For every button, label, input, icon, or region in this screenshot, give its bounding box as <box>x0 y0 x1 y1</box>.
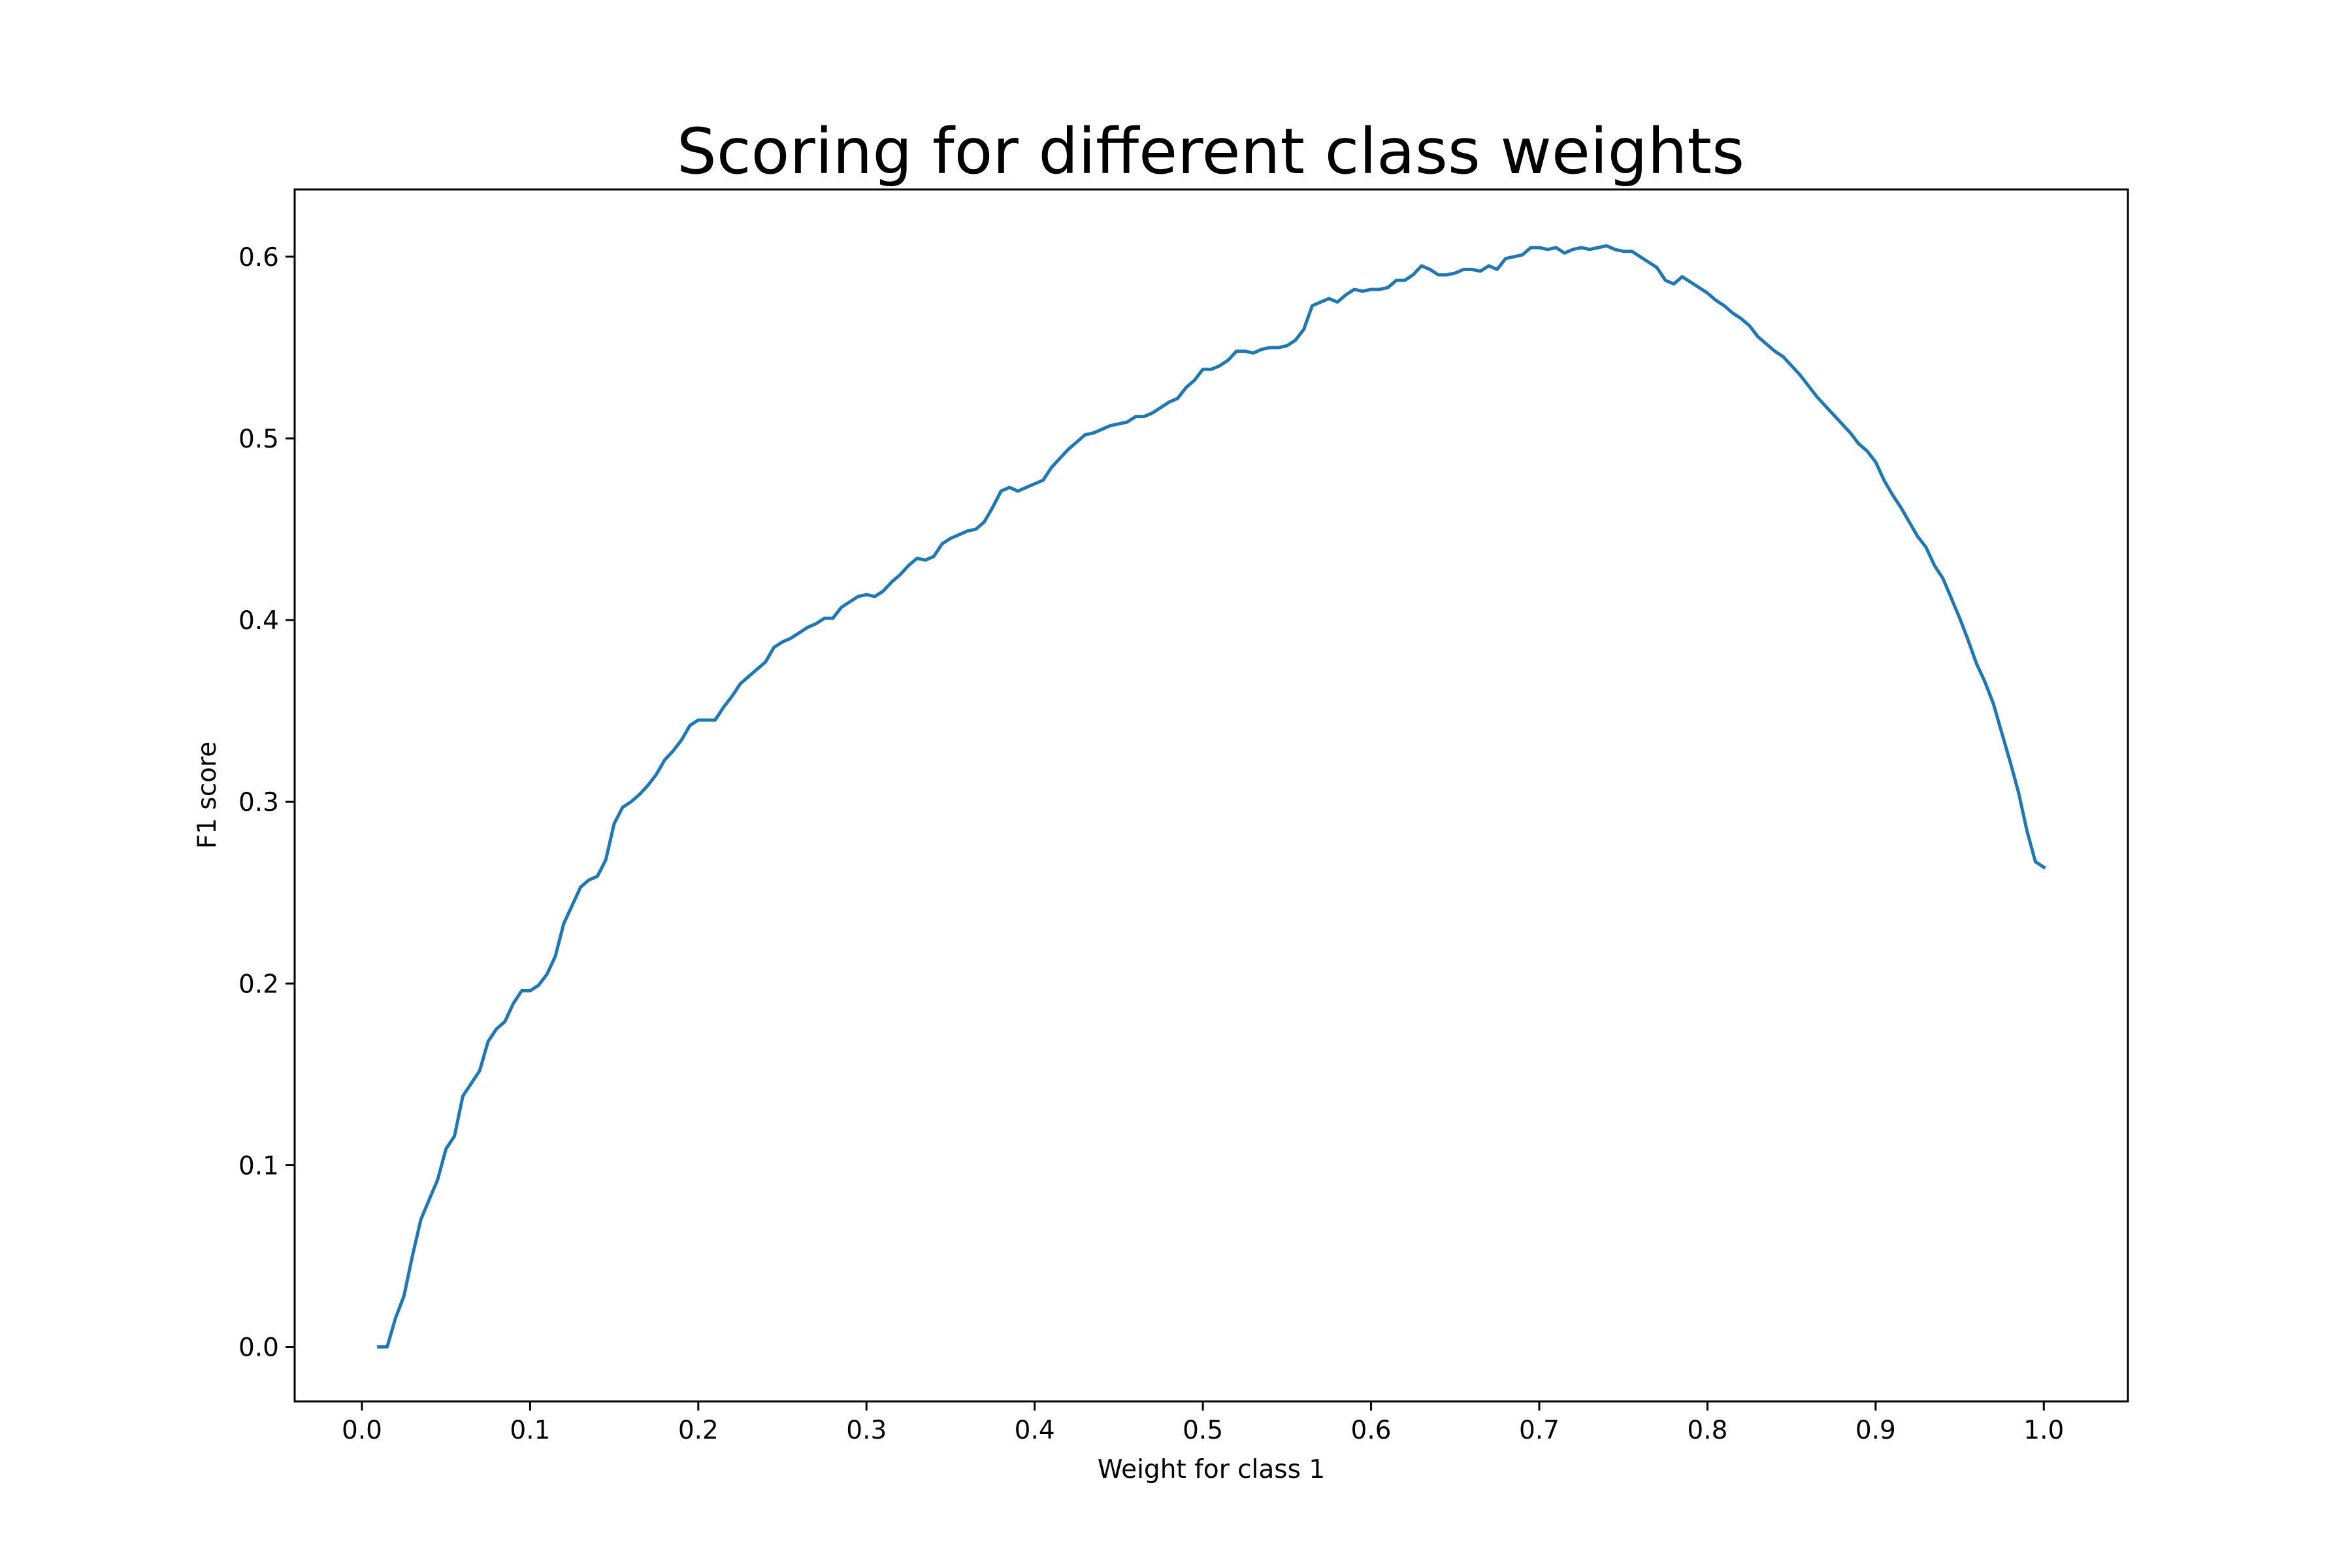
x-tick-label: 0.0 <box>342 1416 382 1445</box>
y-axis: 0.0 0.1 0.2 0.3 0.4 0.5 0.6 <box>238 243 295 1363</box>
y-tick-label: 0.6 <box>238 243 279 272</box>
x-tick-label: 0.5 <box>1183 1416 1223 1445</box>
y-tick-label: 0.2 <box>238 970 279 999</box>
x-tick-label: 0.9 <box>1855 1416 1896 1445</box>
plot-frame <box>293 188 2129 1403</box>
f1-score-line <box>377 244 2046 1349</box>
x-tick-label: 0.4 <box>1015 1416 1055 1445</box>
x-axis-label: Weight for class 1 <box>1098 1455 1325 1484</box>
x-axis: 0.0 0.1 0.2 0.3 0.4 0.5 0.6 0.7 0.8 0.9 1.0 <box>342 1401 2064 1445</box>
x-tick-label: 0.1 <box>510 1416 550 1445</box>
x-tick-label: 1.0 <box>2023 1416 2064 1445</box>
x-tick-label: 0.2 <box>678 1416 719 1445</box>
plot-background <box>295 189 2128 1401</box>
x-tick-label: 0.7 <box>1519 1416 1560 1445</box>
y-tick-label: 0.0 <box>238 1333 279 1363</box>
y-axis-label: F1 score <box>193 742 222 849</box>
y-tick-label: 0.4 <box>238 606 279 636</box>
x-tick-label: 0.3 <box>846 1416 887 1445</box>
chart-title: Scoring for different class weights <box>677 115 1744 188</box>
y-tick-label: 0.3 <box>238 788 279 817</box>
x-tick-label: 0.8 <box>1687 1416 1727 1445</box>
y-tick-label: 0.1 <box>238 1151 279 1181</box>
plot-area <box>293 188 2129 1403</box>
x-tick-label: 0.6 <box>1351 1416 1392 1445</box>
y-tick-label: 0.5 <box>238 425 279 454</box>
